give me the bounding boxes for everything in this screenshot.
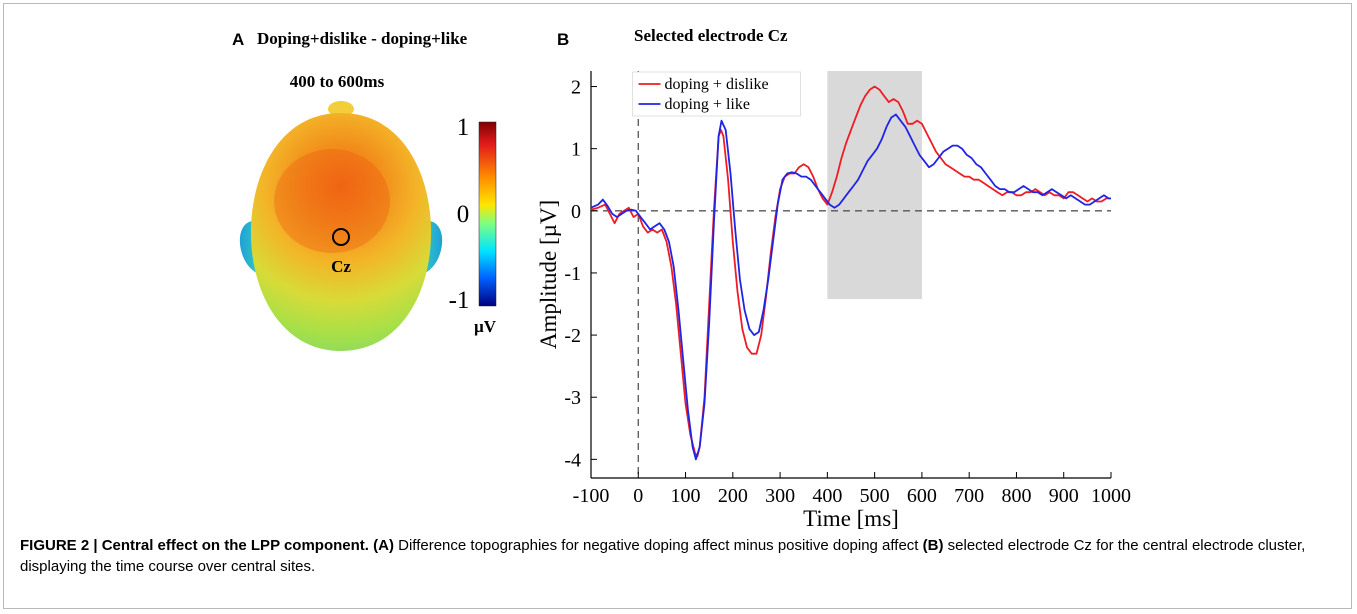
y-tick-label: 2	[571, 77, 581, 99]
scalp-topography: Cz	[239, 101, 443, 351]
x-tick-label: 100	[671, 485, 701, 507]
electrode-label: Cz	[331, 257, 351, 276]
y-tick-label: -1	[564, 263, 581, 285]
figure-caption: FIGURE 2 | Central effect on the LPP com…	[20, 535, 1345, 577]
x-tick-label: 700	[954, 485, 984, 507]
time-window-label: 400 to 600ms	[290, 72, 385, 91]
panel-b-letter: B	[557, 30, 569, 49]
head-hotspot	[274, 149, 390, 253]
figure-svg: A Doping+dislike - doping+like 400 to 60…	[232, 26, 1131, 531]
x-tick-label: 300	[765, 485, 795, 507]
y-tick-label: 1	[571, 139, 581, 161]
caption-part-a-text: Difference topographies for negative dop…	[393, 537, 923, 554]
head-map	[250, 113, 432, 351]
series-line-like	[590, 113, 1111, 461]
x-tick-label: 200	[718, 485, 748, 507]
x-tick-label: 0	[633, 485, 643, 507]
x-tick-label: 400	[812, 485, 842, 507]
panel-a-letter: A	[232, 30, 244, 49]
legend-label: doping + like	[664, 96, 749, 113]
x-tick-label: 600	[907, 485, 937, 507]
x-axis-label: Time [ms]	[803, 506, 899, 531]
x-tick-label: -100	[573, 485, 610, 507]
cz-electrode-marker	[332, 228, 350, 246]
caption-label: FIGURE 2 | Central effect on the LPP com…	[20, 537, 369, 554]
legend-box	[632, 71, 801, 117]
colorbar: 1 0 -1 µV	[449, 114, 497, 336]
nose-shape	[328, 101, 354, 117]
panel-b-title: Selected electrode Cz	[634, 26, 788, 45]
chart-legend: doping + dislike doping + like	[632, 71, 801, 117]
chart-axes: -100 0 100 200 300 400 500 600 700 800 900 1000 -4 -3…	[564, 71, 1131, 507]
colorbar-unit-label: µV	[474, 317, 497, 336]
colorbar-gradient	[478, 121, 497, 307]
colorbar-mid-label: 0	[457, 201, 470, 228]
x-tick-label: 500	[860, 485, 890, 507]
x-tick-label: 1000	[1091, 485, 1131, 507]
x-tick-label: 900	[1049, 485, 1079, 507]
y-axis-label: Amplitude [µV]	[536, 200, 561, 349]
caption-part-a-marker: (A)	[373, 537, 394, 554]
x-tick-label: 800	[1001, 485, 1031, 507]
panel-a-title: Doping+dislike - doping+like	[257, 29, 468, 48]
y-tick-label: -3	[564, 387, 581, 409]
series-line-dislike	[590, 85, 1111, 458]
y-tick-label: -2	[564, 325, 581, 347]
colorbar-min-label: -1	[449, 287, 470, 314]
caption-part-b-text: selected electrode Cz for the central el…	[20, 537, 1306, 575]
figure-frame: A Doping+dislike - doping+like 400 to 60…	[3, 3, 1352, 609]
analysis-window-shade	[827, 71, 922, 300]
legend-label: doping + dislike	[664, 76, 768, 93]
erp-chart: -100 0 100 200 300 400 500 600 700 800 900 1000 -4 -3…	[536, 71, 1131, 531]
y-tick-label: -4	[564, 449, 581, 471]
y-tick-label: 0	[571, 201, 581, 223]
series-layer	[590, 85, 1111, 461]
colorbar-max-label: 1	[457, 114, 470, 141]
caption-part-b-marker: (B)	[922, 537, 944, 554]
